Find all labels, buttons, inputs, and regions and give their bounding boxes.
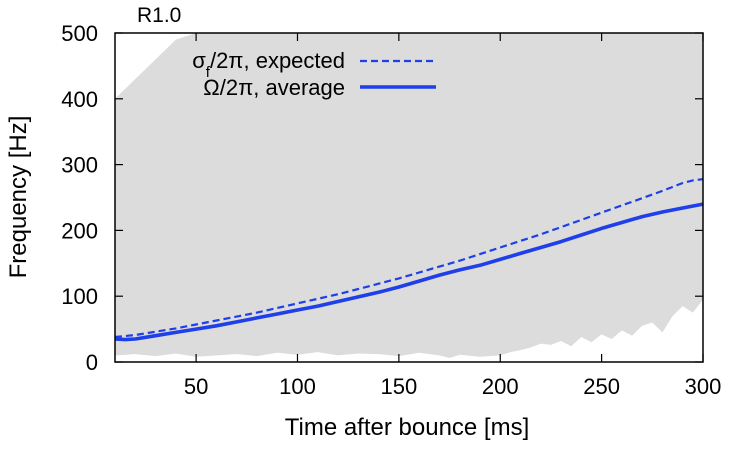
tick-layer: 50 100 150 200 250 300 0 100 200 300 400 500 [61,21,721,399]
x-tick-label: 300 [685,374,722,399]
x-tick-label: 50 [184,374,208,399]
y-tick-label: 0 [86,350,98,375]
y-tick-label: 100 [61,284,98,309]
x-tick-label: 100 [279,374,316,399]
legend-label-average: Ω/2π, average [203,75,345,100]
x-tick-label: 150 [381,374,418,399]
y-axis-label: Frequency [Hz] [5,116,32,279]
series-line-average [114,202,704,342]
x-axis-label: Time after bounce [ms] [285,414,530,441]
shaded-band-layer [115,33,703,359]
shaded-band [115,33,703,359]
y-tick-label: 200 [61,218,98,243]
x-tick-label: 250 [583,374,620,399]
y-tick-label: 400 [61,87,98,112]
y-tick-label: 500 [61,21,98,46]
chart-title: R1.0 [137,4,181,27]
series-line-expected [114,178,704,339]
legend: σf/2π, expected Ω/2π, average [192,48,436,100]
plot-frame [114,32,704,363]
y-tick-label: 300 [61,153,98,178]
x-tick-label: 200 [482,374,519,399]
series-layer [114,178,704,342]
